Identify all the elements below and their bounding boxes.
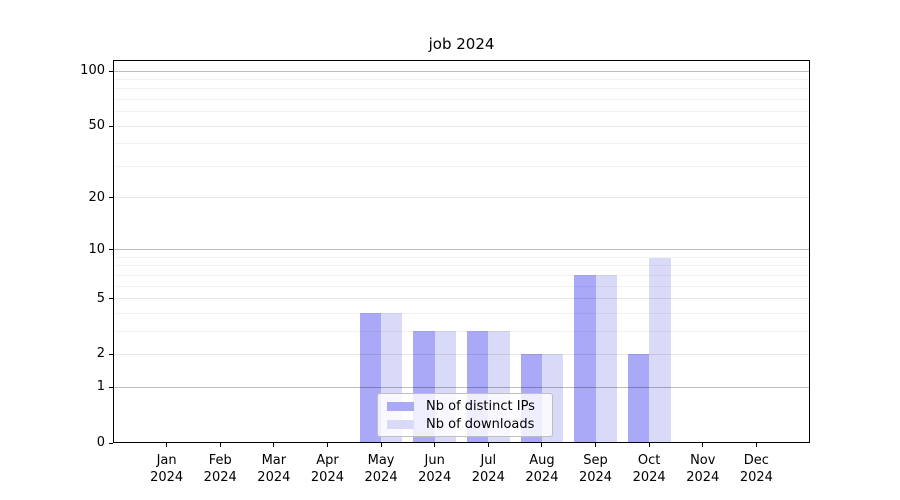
x-tick-label-apr: Apr 2024 (300, 452, 354, 486)
y-tick-label-100: 100 (80, 63, 105, 79)
x-tick-label-jan: Jan 2024 (140, 452, 194, 486)
x-tick-jun (434, 443, 436, 447)
x-tick-month: Nov (690, 453, 716, 468)
y-tick-label-2: 2 (96, 346, 105, 362)
x-tick-label-jun: Jun 2024 (408, 452, 462, 486)
y-tick-label-1: 1 (96, 379, 105, 395)
gridline-40 (113, 143, 810, 145)
x-tick-nov (702, 443, 704, 447)
gridline-5 (113, 298, 810, 300)
gridline-2 (113, 353, 810, 355)
y-tick-20 (109, 197, 113, 199)
y-tick-2 (109, 353, 113, 355)
gridline-60 (113, 111, 810, 113)
y-tick-0 (109, 442, 113, 444)
y-tick-label-10: 10 (88, 241, 105, 257)
legend-swatch-downloads (387, 419, 414, 429)
x-tick-jul (487, 443, 489, 447)
gridline-1 (113, 386, 810, 388)
y-tick-100 (109, 70, 113, 72)
gridline-100 (113, 70, 810, 72)
x-tick-year: 2024 (632, 470, 666, 485)
y-tick-label-50: 50 (88, 118, 105, 134)
x-tick-jan (166, 443, 168, 447)
x-tick-month: Mar (261, 453, 287, 468)
y-tick-label-5: 5 (96, 290, 105, 306)
y-tick-50 (109, 125, 113, 127)
y-tick-1 (109, 386, 113, 388)
x-tick-year: 2024 (471, 470, 505, 485)
bar-may-distinct-ips (359, 313, 382, 443)
chart-title: job 2024 (428, 35, 495, 53)
x-tick-may (380, 443, 382, 447)
x-tick-label-oct: Oct 2024 (622, 452, 676, 486)
x-tick-month: Feb (208, 453, 232, 468)
legend-label-distinct-ips: Nb of distinct IPs (426, 398, 535, 414)
x-tick-dec (755, 443, 757, 447)
x-tick-label-mar: Mar 2024 (247, 452, 301, 486)
gridline-6 (113, 285, 810, 287)
x-tick-mar (273, 443, 275, 447)
x-tick-year: 2024 (364, 470, 398, 485)
x-tick-year: 2024 (257, 470, 291, 485)
x-tick-month: Apr (316, 453, 339, 468)
x-tick-label-aug: Aug 2024 (515, 452, 569, 486)
legend: Nb of distinct IPs Nb of downloads (377, 393, 553, 437)
legend-label-downloads: Nb of downloads (426, 416, 535, 432)
x-tick-year: 2024 (203, 470, 237, 485)
x-tick-year: 2024 (578, 470, 613, 485)
x-tick-month: Sep (583, 453, 608, 468)
gridline-30 (113, 165, 810, 167)
gridline-70 (113, 99, 810, 101)
bar-sep-downloads (595, 275, 617, 443)
legend-item-downloads: Nb of downloads (387, 418, 552, 431)
x-tick-year: 2024 (686, 470, 720, 485)
x-tick-month: Jun (424, 453, 445, 468)
gridline-8 (113, 265, 810, 267)
x-tick-year: 2024 (418, 470, 452, 485)
x-tick-label-dec: Dec 2024 (729, 452, 783, 486)
x-tick-month: Jul (480, 453, 497, 468)
x-tick-month: Aug (529, 453, 555, 468)
x-tick-aug (541, 443, 543, 447)
x-tick-year: 2024 (310, 470, 344, 485)
x-tick-label-nov: Nov 2024 (676, 452, 730, 486)
x-tick-label-may: May 2024 (354, 452, 408, 486)
gridline-80 (113, 88, 810, 90)
gridline-9 (113, 257, 810, 258)
gridline-50 (113, 125, 810, 127)
x-tick-feb (219, 443, 221, 447)
x-tick-oct (648, 443, 650, 447)
gridline-7 (113, 274, 810, 276)
bar-oct-downloads (649, 257, 671, 443)
x-tick-label-sep: Sep 2024 (569, 452, 623, 486)
plot-area (113, 60, 810, 443)
x-tick-label-jul: Jul 2024 (461, 452, 515, 486)
legend-item-distinct-ips: Nb of distinct IPs (387, 400, 552, 413)
gridline-3 (113, 330, 810, 332)
x-tick-label-feb: Feb 2024 (193, 452, 247, 486)
x-tick-year: 2024 (739, 470, 773, 485)
x-tick-month: Jan (156, 453, 177, 468)
y-tick-5 (109, 298, 113, 300)
bar-sep-distinct-ips (574, 275, 596, 443)
x-tick-month: Oct (637, 453, 661, 468)
x-tick-year: 2024 (150, 470, 184, 485)
gridline-10 (113, 249, 810, 251)
gridline-4 (113, 312, 810, 314)
legend-swatch-distinct-ips (387, 401, 414, 411)
x-tick-month: Dec (743, 453, 769, 468)
y-tick-label-20: 20 (88, 189, 105, 205)
y-tick-10 (109, 249, 113, 251)
gridline-90 (113, 79, 810, 81)
bar-oct-distinct-ips (627, 354, 650, 443)
gridline-20 (113, 197, 810, 199)
y-tick-label-0: 0 (96, 435, 105, 450)
x-tick-apr (326, 443, 328, 447)
x-tick-year: 2024 (525, 470, 559, 485)
x-tick-sep (595, 443, 597, 447)
x-tick-month: May (367, 453, 395, 468)
